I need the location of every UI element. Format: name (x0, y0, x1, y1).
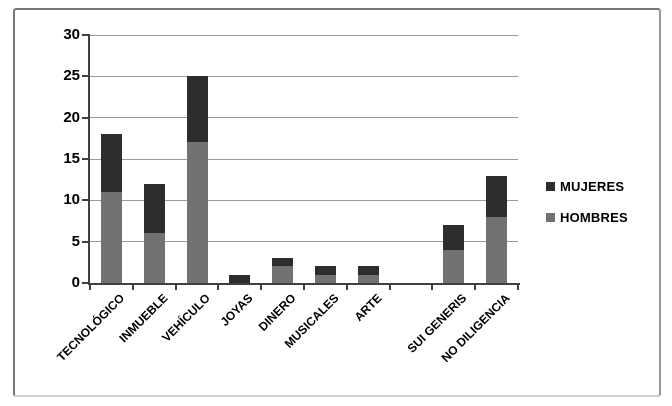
bar-segment-arte-mujeres (357, 266, 379, 275)
x-axis-tick (260, 285, 263, 290)
bar-segment-tecnológico-mujeres (100, 134, 122, 193)
legend-item-mujeres: MUJERES (546, 178, 628, 194)
legend-item-hombres: HOMBRES (546, 209, 628, 225)
bar-segment-no-diligencia-hombres (486, 216, 508, 283)
x-axis-tick (217, 285, 220, 290)
x-axis-line (88, 283, 520, 285)
y-axis-label-10: 10 (63, 191, 80, 209)
gridline-20 (90, 117, 518, 119)
plot-area (90, 34, 518, 283)
mujeres-color-swatch-icon (546, 181, 555, 191)
x-axis-tick (131, 285, 134, 290)
bar-segment-tecnológico-hombres (100, 192, 122, 283)
y-axis-tick (82, 158, 89, 160)
x-axis-tick (474, 285, 477, 290)
x-axis-tick (517, 285, 519, 290)
bar-segment-joyas-mujeres (229, 274, 251, 283)
x-axis-tick (174, 285, 177, 290)
bar-segment-inmueble-hombres (143, 233, 165, 283)
gridline-10 (90, 199, 518, 201)
y-axis-label-0: 0 (71, 274, 80, 291)
bar-segment-musicales-hombres (314, 274, 336, 283)
gridline-25 (90, 75, 518, 77)
gridline-5 (90, 241, 518, 243)
bar-segment-sui-generis-mujeres (443, 225, 465, 250)
bar-segment-musicales-mujeres (314, 266, 336, 275)
bar-segment-inmueble-mujeres (143, 183, 165, 234)
x-axis-tick (89, 285, 91, 290)
x-axis-tick (303, 285, 305, 290)
legend-label-hombres: HOMBRES (560, 209, 628, 225)
bar-segment-arte-hombres (357, 274, 379, 283)
x-axis-tick (431, 285, 434, 290)
y-axis-tick (82, 282, 89, 284)
y-axis-tick (82, 240, 89, 243)
bar-segment-dinero-mujeres (272, 258, 294, 267)
hombres-color-swatch-icon (546, 212, 555, 222)
legend-label-mujeres: MUJERES (560, 178, 625, 194)
bar-segment-no-diligencia-mujeres (486, 175, 508, 217)
y-axis-label-5: 5 (71, 232, 80, 250)
x-axis-tick (388, 285, 391, 290)
chart-border-frame (13, 8, 661, 397)
gridline-15 (90, 158, 518, 160)
y-axis-label-20: 20 (63, 108, 80, 126)
y-axis-label-15: 15 (63, 150, 80, 167)
chart-legend: MUJERES HOMBRES (546, 179, 628, 241)
bar-segment-sui-generis-hombres (443, 249, 465, 283)
bar-segment-dinero-hombres (272, 266, 294, 283)
y-axis-tick (82, 116, 89, 119)
y-axis-label-30: 30 (63, 26, 80, 43)
y-axis-tick (82, 34, 89, 36)
y-axis-label-25: 25 (63, 67, 80, 85)
bar-segment-vehículo-mujeres (186, 76, 208, 143)
bar-segment-vehículo-hombres (186, 142, 208, 283)
x-axis-tick (345, 285, 348, 290)
y-axis-tick (82, 199, 89, 202)
gridline-30 (90, 34, 518, 36)
y-axis-line (88, 34, 90, 285)
y-axis-tick (82, 75, 89, 78)
